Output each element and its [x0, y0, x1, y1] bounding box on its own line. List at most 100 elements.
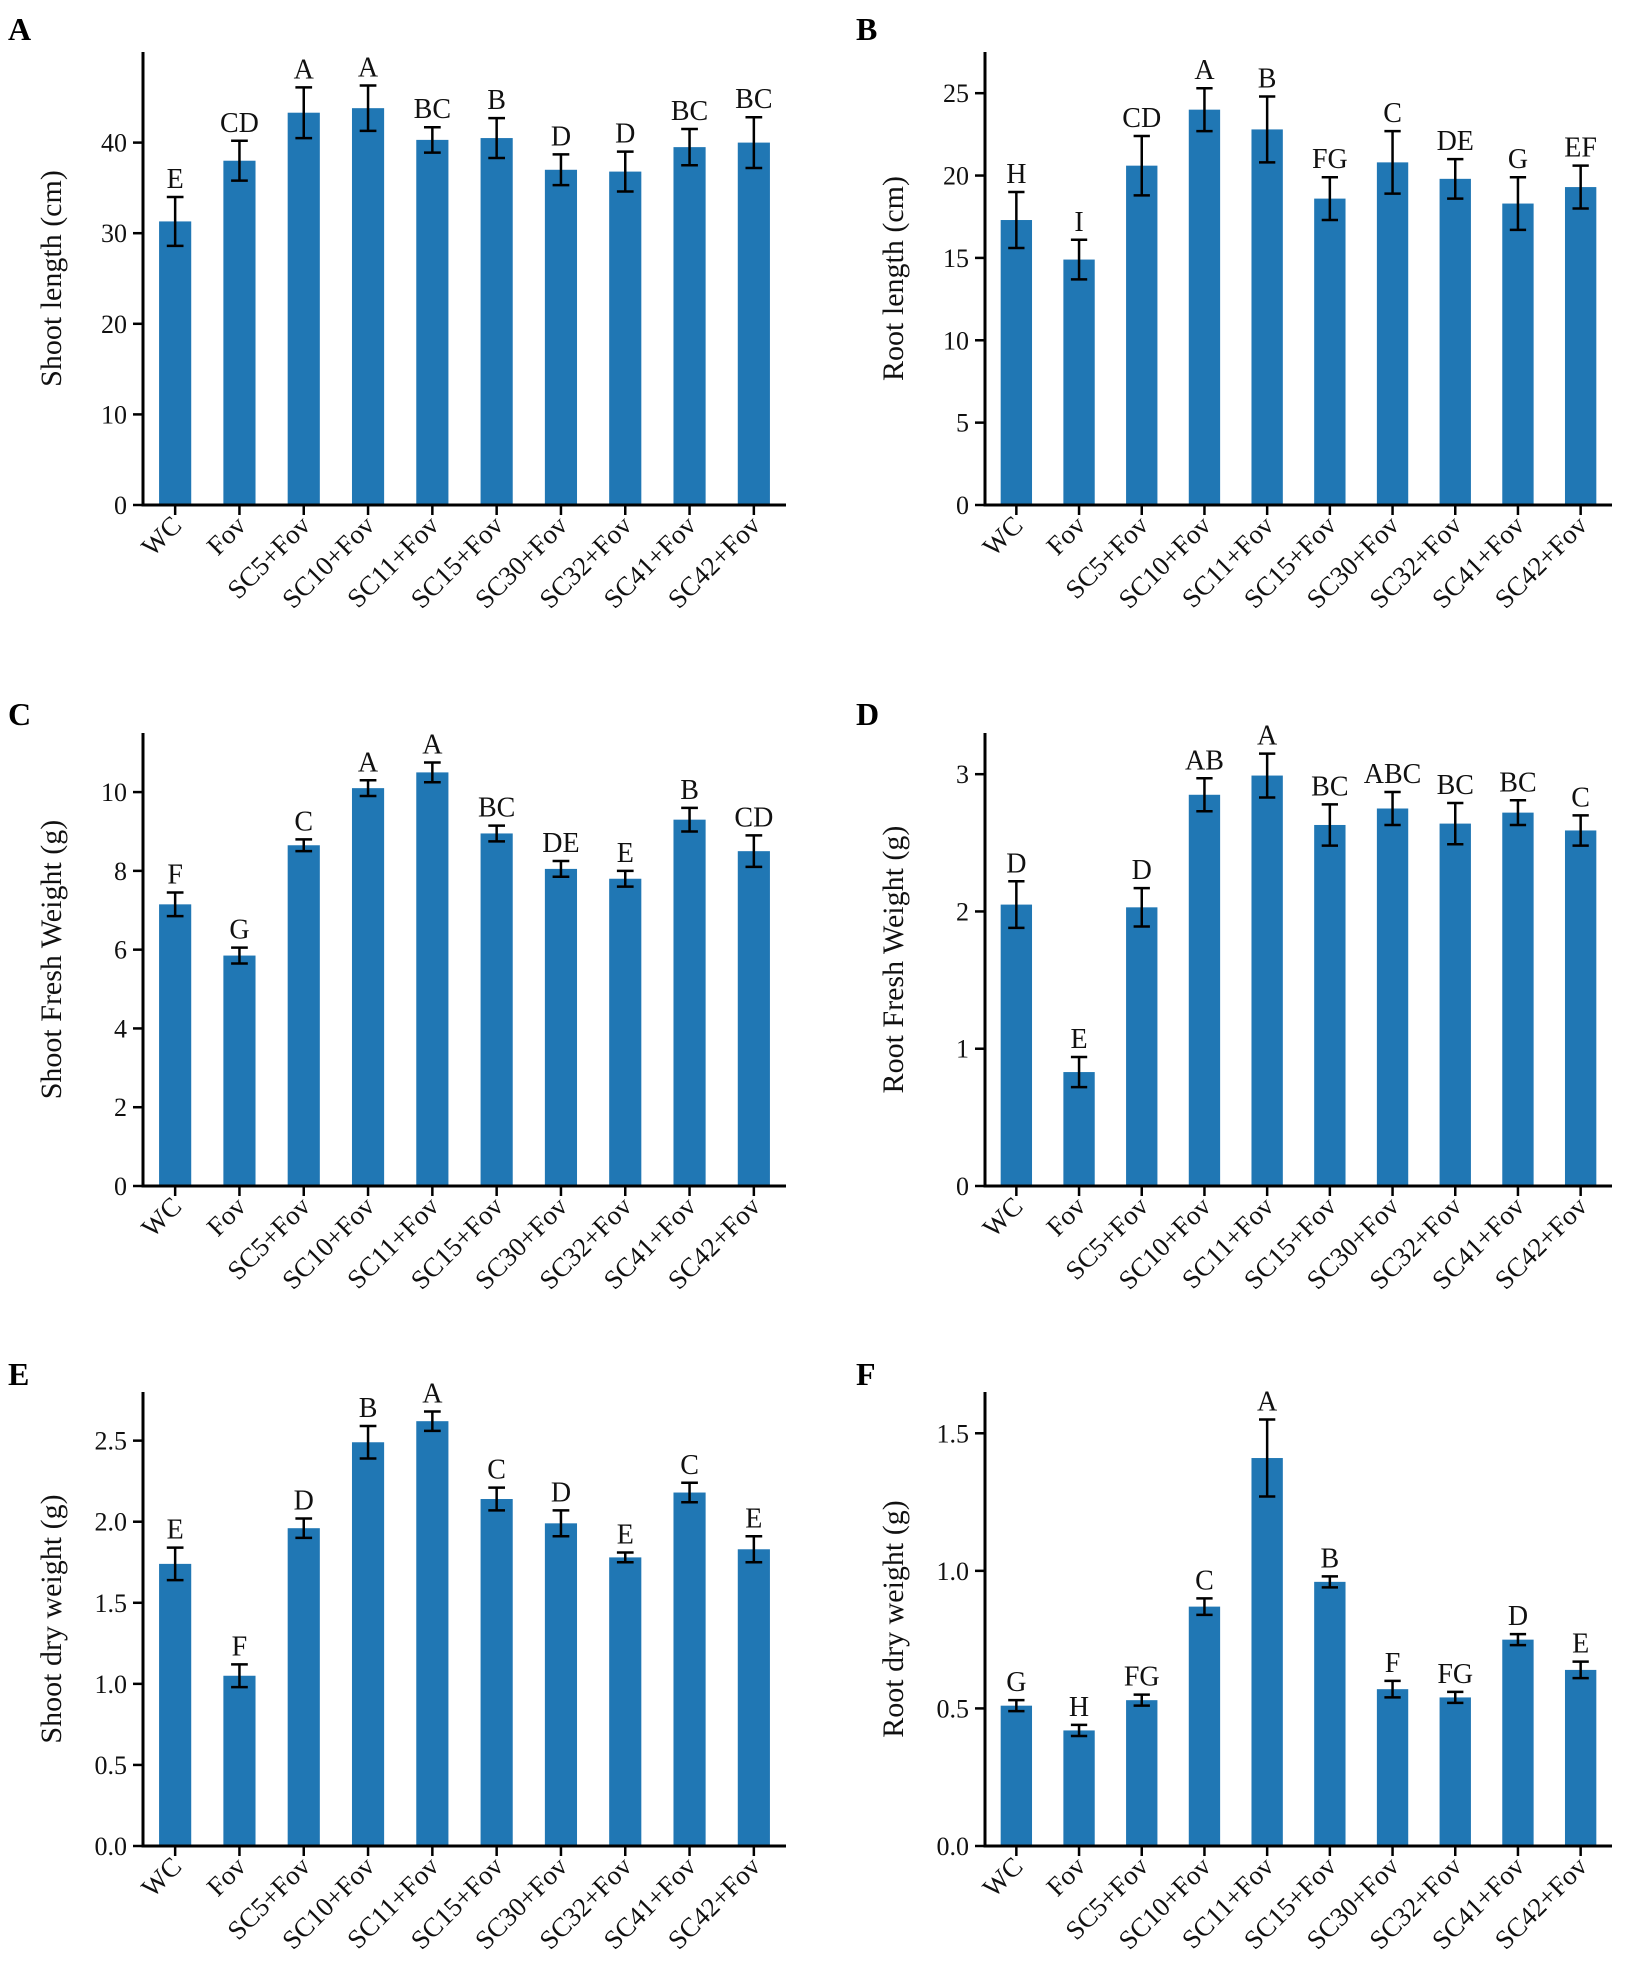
significance-letter: BC: [1437, 770, 1474, 801]
significance-letter: H: [1006, 159, 1026, 190]
bar-sc32-fov: [1439, 178, 1471, 505]
y-axis-label: Root length (cm): [877, 176, 910, 381]
y-tick-label: 0: [956, 1172, 969, 1201]
significance-letter: CD: [1122, 103, 1161, 134]
bar-fov: [1063, 1072, 1095, 1186]
y-tick-label: 30: [101, 219, 127, 248]
bar-sc11-fov: [416, 139, 449, 505]
x-tick-label: WC: [135, 1191, 187, 1243]
significance-letter: E: [167, 164, 184, 195]
y-tick-label: 2.5: [95, 1427, 128, 1456]
significance-letter: A: [422, 730, 443, 761]
y-tick-label: 1.5: [937, 1419, 970, 1448]
bar-sc42-fov: [737, 1549, 770, 1846]
bar-sc15-fov: [1314, 824, 1346, 1186]
y-tick-label: 2.0: [95, 1508, 128, 1537]
significance-letter: A: [1257, 721, 1278, 752]
y-tick-label: 20: [943, 162, 969, 191]
bar-sc30-fov: [544, 868, 578, 1186]
significance-letter: A: [1194, 55, 1215, 86]
significance-letter: C: [680, 1450, 699, 1481]
significance-letter: E: [617, 838, 634, 869]
bar-sc15-fov: [480, 1499, 513, 1846]
bar-sc10-fov: [1188, 794, 1221, 1186]
significance-letter: BC: [1311, 771, 1348, 802]
panel-b: B Root length (cm) H I CD A B FG C DE G EF 0 5 10 15 20 2…: [856, 11, 1612, 614]
y-tick-label: 0: [114, 491, 127, 520]
bar-sc30-fov: [1376, 1689, 1409, 1846]
y-tick-label: 0.5: [937, 1694, 970, 1723]
panel-f: F Root dry weight (g) G H FG C A B F FG D E 0.0 0.5 1.…: [856, 1356, 1612, 1955]
significance-letter: D: [1132, 855, 1152, 886]
significance-letter: A: [358, 747, 379, 778]
significance-letter: D: [551, 1477, 571, 1508]
y-tick-label: 0.0: [937, 1832, 970, 1861]
significance-letter: F: [167, 860, 183, 891]
bar-fov: [223, 1675, 256, 1846]
x-tick-label: WC: [135, 1851, 187, 1903]
bar-sc5-fov: [1126, 1700, 1158, 1846]
bar-sc15-fov: [480, 138, 513, 505]
bar-sc42-fov: [737, 851, 770, 1186]
bar-wc: [1000, 220, 1033, 505]
significance-letter: D: [1508, 1601, 1528, 1632]
y-tick-label: 3: [956, 760, 969, 789]
significance-letter: B: [359, 1393, 378, 1424]
y-tick-label: 1.0: [937, 1557, 970, 1586]
significance-letter: G: [229, 915, 249, 946]
significance-letter: BC: [671, 96, 708, 127]
significance-letter: FG: [1437, 1659, 1473, 1690]
bar-sc41-fov: [1502, 203, 1534, 506]
significance-letter: C: [294, 806, 313, 837]
bar-sc11-fov: [416, 1421, 449, 1846]
bar-fov: [1063, 259, 1095, 505]
significance-letter: BC: [414, 94, 451, 125]
bar-fov: [1063, 1730, 1095, 1846]
x-tick-label: Fov: [1040, 1851, 1091, 1902]
significance-letter: F: [1385, 1648, 1401, 1679]
significance-letter: B: [487, 85, 506, 116]
y-tick-label: 6: [114, 936, 127, 965]
bar-sc41-fov: [1502, 1639, 1534, 1846]
bar-sc15-fov: [1314, 198, 1346, 505]
significance-letter: FG: [1124, 1662, 1160, 1693]
bar-sc41-fov: [673, 147, 706, 505]
bar-sc32-fov: [1439, 823, 1471, 1186]
bar-sc5-fov: [1126, 907, 1158, 1186]
significance-letter: G: [1006, 1667, 1026, 1698]
bar-sc42-fov: [1564, 830, 1597, 1186]
significance-letter: BC: [478, 793, 515, 824]
bar-fov: [223, 160, 256, 505]
bar-sc32-fov: [609, 1557, 642, 1846]
significance-letter: B: [1321, 1543, 1340, 1574]
y-tick-label: 1: [956, 1035, 969, 1064]
significance-letter: CD: [734, 802, 773, 833]
bar-sc41-fov: [1502, 812, 1534, 1186]
significance-letter: A: [1257, 1387, 1278, 1418]
x-tick-label: Fov: [201, 1851, 252, 1902]
significance-letter: BC: [735, 84, 772, 115]
significance-letter: D: [1006, 848, 1026, 879]
y-tick-label: 1.5: [95, 1589, 128, 1618]
panel-label: C: [8, 696, 31, 732]
y-tick-label: 8: [114, 857, 127, 886]
panel-label: A: [8, 11, 31, 47]
y-tick-label: 40: [101, 129, 127, 158]
y-tick-label: 25: [943, 79, 969, 108]
bar-sc10-fov: [1188, 1606, 1221, 1846]
bar-fov: [223, 955, 256, 1186]
panel-label: E: [8, 1356, 29, 1392]
bar-sc30-fov: [1376, 162, 1409, 505]
bar-sc32-fov: [609, 878, 642, 1186]
bar-sc11-fov: [1251, 129, 1283, 505]
significance-letter: C: [1383, 98, 1402, 129]
y-tick-label: 0: [956, 491, 969, 520]
x-tick-label: Fov: [201, 510, 252, 561]
significance-letter: ABC: [1364, 759, 1422, 790]
significance-letter: B: [1258, 63, 1277, 94]
y-axis-label: Root Fresh Weight (g): [877, 826, 910, 1094]
bar-sc5-fov: [287, 1528, 320, 1846]
panel-label: F: [856, 1356, 876, 1392]
x-tick-label: Fov: [201, 1191, 252, 1242]
